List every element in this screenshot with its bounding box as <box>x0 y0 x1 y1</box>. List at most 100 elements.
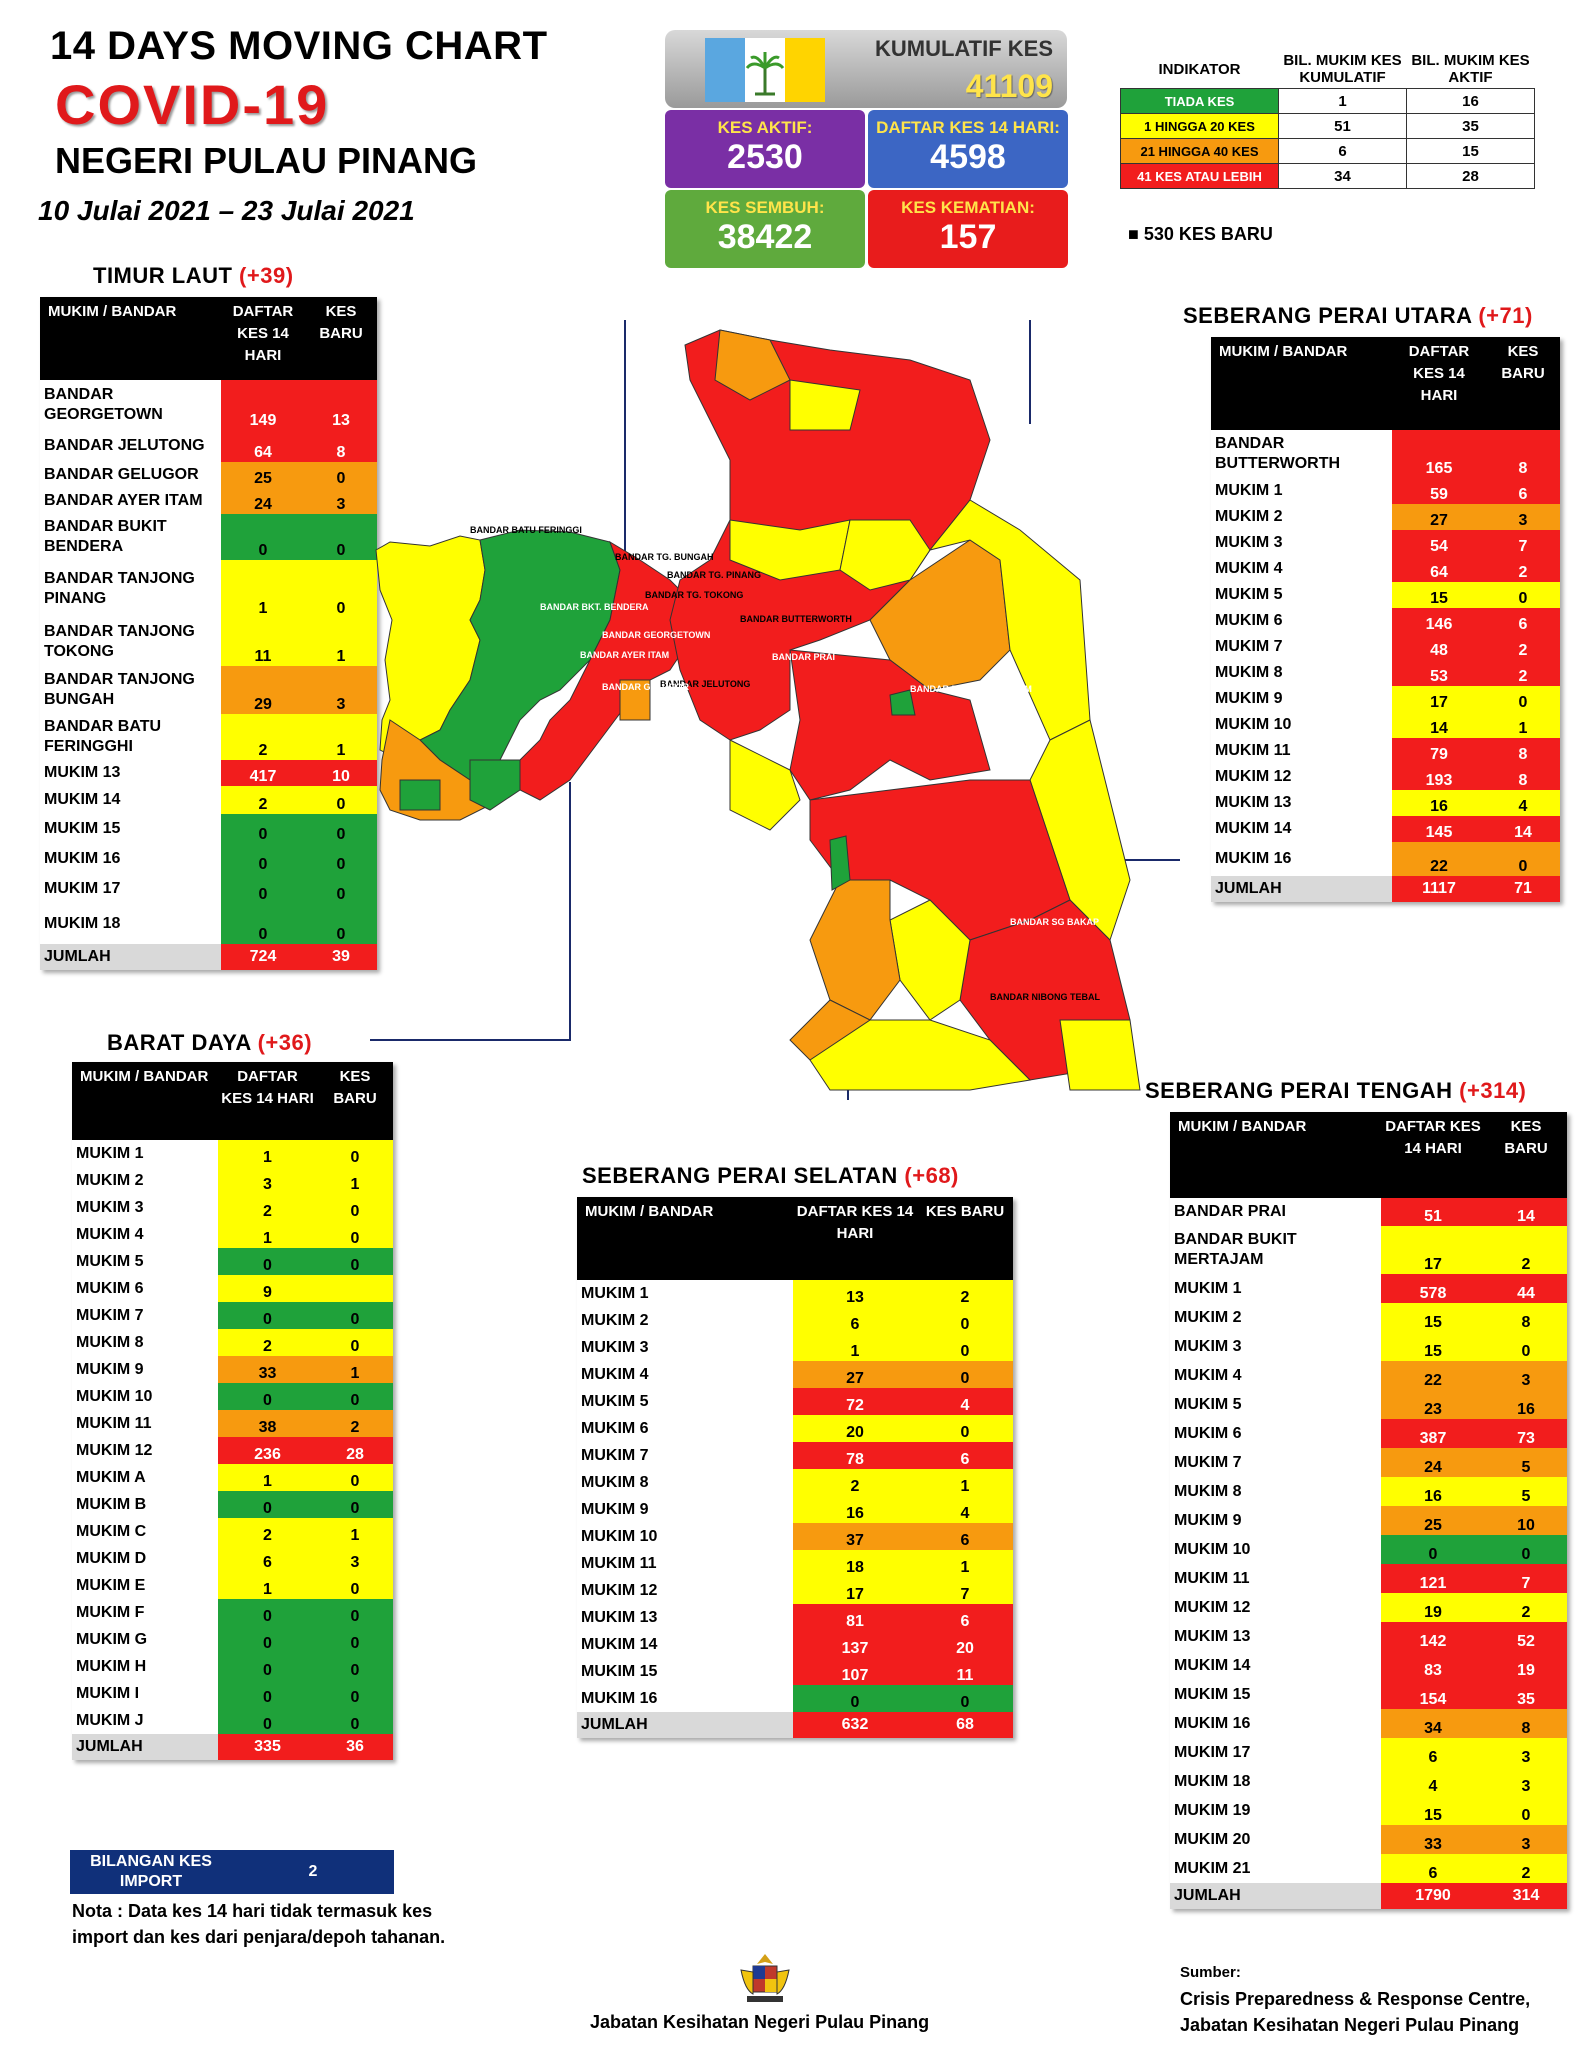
row-name: MUKIM 9 <box>1170 1506 1381 1535</box>
table-row: MUKIM 16 0 0 <box>40 844 377 874</box>
row-cases-14d: 83 <box>1381 1651 1485 1680</box>
table-row: MUKIM 12 19 2 <box>1170 1593 1567 1622</box>
table-row: MUKIM 3 15 0 <box>1170 1332 1567 1361</box>
table-row: MUKIM 9 16 4 <box>577 1496 1013 1523</box>
row-cases-14d: 0 <box>221 514 305 560</box>
row-name: MUKIM 7 <box>72 1302 218 1329</box>
column-header: MUKIM / BANDAR <box>40 297 221 380</box>
row-new-cases: 0 <box>317 1383 393 1410</box>
row-new-cases: 1 <box>317 1167 393 1194</box>
row-new-cases: 44 <box>1485 1274 1567 1303</box>
row-cases-14d: 2 <box>221 714 305 760</box>
table-row: BANDAR TANJONG BUNGAH 29 3 <box>40 666 377 714</box>
row-new-cases: 0 <box>305 786 377 814</box>
row-cases-14d: 11 <box>221 618 305 666</box>
row-name: MUKIM 1 <box>577 1280 793 1307</box>
row-new-cases: 0 <box>317 1464 393 1491</box>
map-label-ayer-itam: BANDAR AYER ITAM <box>580 650 669 660</box>
row-name: MUKIM A <box>72 1464 218 1491</box>
row-new-cases: 0 <box>317 1572 393 1599</box>
table-header-row: MUKIM / BANDAR DAFTAR KES 14 HARI KES BARU <box>1170 1112 1567 1198</box>
row-cases-14d: 0 <box>218 1383 317 1410</box>
row-cases-14d: 121 <box>1381 1564 1485 1593</box>
total-label: JUMLAH <box>1211 876 1392 902</box>
indicator-kumulatif-count: 34 <box>1278 163 1407 189</box>
map-label-jelutong: BANDAR JELUTONG <box>660 679 750 689</box>
table-row: BANDAR AYER ITAM 24 3 <box>40 488 377 514</box>
row-cases-14d: 0 <box>221 844 305 874</box>
row-new-cases: 5 <box>1485 1448 1567 1477</box>
table-row: MUKIM 8 53 2 <box>1211 660 1560 686</box>
row-cases-14d: 2 <box>221 786 305 814</box>
total-new-cases: 314 <box>1485 1883 1567 1909</box>
row-new-cases: 3 <box>1485 1767 1567 1796</box>
row-new-cases: 0 <box>317 1302 393 1329</box>
table-timur-laut: MUKIM / BANDAR DAFTAR KES 14 HARI KES BARU… <box>40 297 377 970</box>
row-name: MUKIM 13 <box>577 1604 793 1631</box>
row-name: MUKIM 6 <box>1211 608 1392 634</box>
table-row: BANDAR PRAI 51 14 <box>1170 1198 1567 1226</box>
row-name: MUKIM 1 <box>1211 478 1392 504</box>
row-name: MUKIM 4 <box>577 1361 793 1388</box>
table-row: BANDAR BUTTERWORTH 165 8 <box>1211 430 1560 478</box>
map-label-nibong-tebal: BANDAR NIBONG TEBAL <box>990 992 1100 1002</box>
row-new-cases: 8 <box>1485 1709 1567 1738</box>
row-new-cases: 0 <box>305 904 377 944</box>
row-new-cases: 5 <box>1485 1477 1567 1506</box>
row-new-cases: 20 <box>917 1631 1013 1658</box>
row-name: MUKIM D <box>72 1545 218 1572</box>
row-cases-14d: 81 <box>793 1604 917 1631</box>
row-cases-14d: 1 <box>218 1140 317 1167</box>
row-name: MUKIM H <box>72 1653 218 1680</box>
row-new-cases: 28 <box>317 1437 393 1464</box>
table-row: MUKIM 2 15 8 <box>1170 1303 1567 1332</box>
row-cases-14d: 6 <box>793 1307 917 1334</box>
row-cases-14d: 72 <box>793 1388 917 1415</box>
row-cases-14d: 37 <box>793 1523 917 1550</box>
indicator-label: TIADA KES <box>1120 88 1279 114</box>
row-new-cases: 1 <box>317 1356 393 1383</box>
indicator-aktif-count: 15 <box>1406 138 1535 164</box>
row-new-cases: 0 <box>317 1329 393 1356</box>
row-new-cases: 0 <box>1485 1332 1567 1361</box>
row-name: MUKIM 3 <box>72 1194 218 1221</box>
row-cases-14d: 16 <box>1392 790 1486 816</box>
row-new-cases: 1 <box>917 1469 1013 1496</box>
row-name: MUKIM F <box>72 1599 218 1626</box>
indicator-header: INDIKATOR <box>1158 60 1241 78</box>
row-cases-14d: 15 <box>1392 582 1486 608</box>
row-name: BANDAR JELUTONG <box>40 430 221 462</box>
row-name: MUKIM 19 <box>1170 1796 1381 1825</box>
table-seberang-perai-selatan: MUKIM / BANDAR DAFTAR KES 14 HARI KES BARU… <box>577 1197 1013 1738</box>
row-new-cases: 16 <box>1485 1390 1567 1419</box>
row-new-cases: 3 <box>1486 504 1560 530</box>
row-cases-14d: 78 <box>793 1442 917 1469</box>
row-cases-14d: 27 <box>1392 504 1486 530</box>
row-new-cases <box>317 1275 393 1302</box>
row-name: MUKIM 2 <box>1211 504 1392 530</box>
row-name: MUKIM 18 <box>1170 1767 1381 1796</box>
row-name: MUKIM 5 <box>1211 582 1392 608</box>
table-header-row: MUKIM / BANDAR DAFTAR KES 14 HARI KES BARU <box>1211 337 1560 430</box>
column-header: MUKIM / BANDAR <box>577 1197 793 1280</box>
row-name: MUKIM 5 <box>577 1388 793 1415</box>
total-cases-14d: 335 <box>218 1734 317 1760</box>
row-name: MUKIM 11 <box>1170 1564 1381 1593</box>
row-name: MUKIM 2 <box>1170 1303 1381 1332</box>
row-name: MUKIM 3 <box>1170 1332 1381 1361</box>
row-cases-14d: 53 <box>1392 660 1486 686</box>
row-name: MUKIM 1 <box>72 1140 218 1167</box>
row-cases-14d: 22 <box>1381 1361 1485 1390</box>
row-new-cases: 0 <box>317 1680 393 1707</box>
row-new-cases: 0 <box>317 1248 393 1275</box>
row-name: MUKIM I <box>72 1680 218 1707</box>
row-new-cases: 6 <box>1486 478 1560 504</box>
table-header-row: MUKIM / BANDAR DAFTAR KES 14 HARI KES BARU <box>577 1197 1013 1280</box>
total-cases-14d: 1117 <box>1392 876 1486 902</box>
new-cases-text: 530 KES BARU <box>1143 224 1273 244</box>
row-cases-14d: 154 <box>1381 1680 1485 1709</box>
